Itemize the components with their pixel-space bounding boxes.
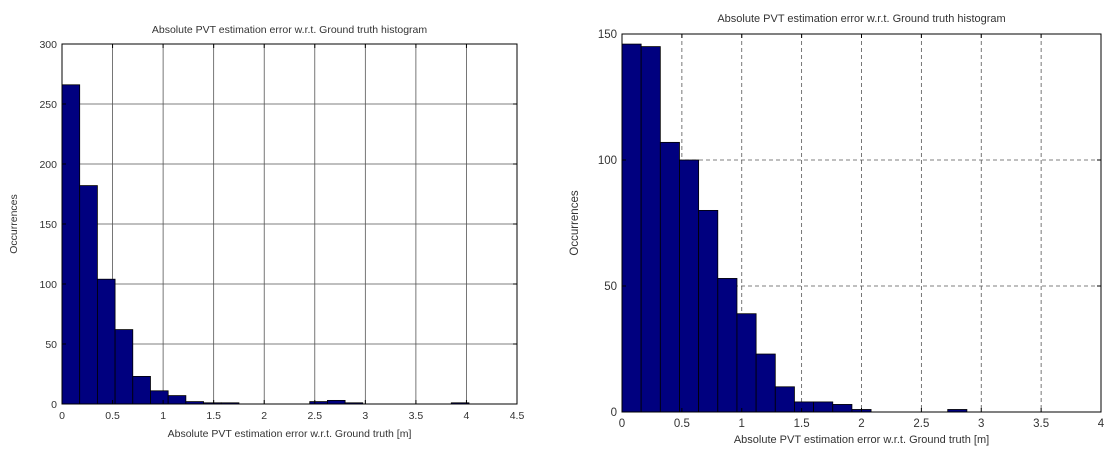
c0-y-tick-label-3: 150	[39, 219, 57, 231]
c0-histogram-bar-5	[150, 390, 169, 405]
c1-histogram-bar-0	[621, 43, 642, 413]
c0-x-tick-label-5: 2.5	[307, 410, 322, 422]
c1-y-tick-label-1: 50	[604, 281, 617, 293]
c1-histogram-bar-9	[794, 401, 815, 413]
c0-histogram-bar-11	[327, 399, 346, 405]
c1-x-tick-label-2: 1	[739, 418, 745, 430]
c1-histogram-bar-4	[698, 209, 719, 413]
c0-histogram-bar-1	[79, 185, 98, 405]
c0-y-tick-label-6: 300	[39, 39, 57, 51]
c1-y-tick-label-0: 0	[611, 407, 617, 419]
c0-histogram-bar-3	[114, 329, 134, 405]
c1-x-tick-label-7: 3.5	[1033, 418, 1049, 430]
c1-y-tick-label-2: 100	[598, 155, 617, 167]
c1-x-tick-label-8: 4	[1098, 418, 1105, 430]
c1-x-tick-label-5: 2.5	[913, 418, 929, 430]
c1-chart-title: Absolute PVT estimation error w.r.t. Gro…	[717, 13, 1005, 25]
c0-x-tick-label-7: 3.5	[409, 410, 424, 422]
c0-histogram-bar-6	[167, 395, 187, 405]
c1-histogram-bar-1	[640, 46, 661, 413]
c0-x-tick-label-6: 3	[362, 410, 368, 422]
c1-histogram-bar-2	[659, 141, 680, 413]
c1-x-axis-label: Absolute PVT estimation error w.r.t. Gro…	[734, 434, 989, 446]
c1-x-tick-label-1: 0.5	[674, 418, 690, 430]
c0-y-tick-label-1: 50	[45, 339, 57, 351]
c0-y-tick-label-4: 200	[39, 159, 57, 171]
histogram-panel-right: 0 0.5 1 1.5 2 2.5 3 3.5 4 0 50 100 150 Absolute PVT e…	[560, 0, 1109, 450]
c1-histogram-bar-6	[736, 313, 757, 413]
c0-histogram-bar-2	[96, 278, 116, 405]
c0-histogram-bar-4	[132, 375, 151, 405]
c1-x-tick-label-6: 3	[978, 418, 984, 430]
histogram-panel-left: 0 0.5 1 1.5 2 2.5 3 3.5 4 4.5 0 50 100 150 200 250 300 Ab…	[0, 0, 545, 450]
c0-y-tick-label-5: 250	[39, 99, 57, 111]
c0-y-tick-label-2: 100	[39, 279, 57, 291]
c1-histogram-bar-11	[832, 404, 853, 413]
c0-histogram-bar-0	[61, 84, 81, 405]
histogram-chart-right: 0 0.5 1 1.5 2 2.5 3 3.5 4 0 50 100 150 Absolute PVT e…	[569, 13, 1105, 446]
c0-x-tick-label-0: 0	[59, 410, 65, 422]
c1-x-tick-label-4: 2	[858, 418, 864, 430]
c0-chart-title: Absolute PVT estimation error w.r.t. Gro…	[152, 24, 428, 36]
c0-x-tick-label-9: 4.5	[510, 410, 525, 422]
c0-x-tick-label-4: 2	[261, 410, 267, 422]
histogram-chart-left: 0 0.5 1 1.5 2 2.5 3 3.5 4 4.5 0 50 100 150 200 250 300 Ab…	[8, 24, 525, 440]
c1-histogram-bar-3	[679, 159, 700, 413]
c0-y-axis-label: Occurrences	[8, 194, 20, 254]
c1-histogram-bar-10	[813, 401, 834, 413]
c1-y-tick-label-3: 150	[598, 29, 617, 41]
c0-x-tick-label-3: 1.5	[206, 410, 221, 422]
c0-x-tick-label-2: 1	[160, 410, 166, 422]
c0-x-tick-label-8: 4	[464, 410, 470, 422]
c1-x-tick-label-3: 1.5	[794, 418, 810, 430]
c1-y-axis-label: Occurrences	[569, 190, 581, 255]
c0-x-axis-label: Absolute PVT estimation error w.r.t. Gro…	[168, 428, 412, 440]
c1-histogram-bar-5	[717, 278, 738, 413]
c1-histogram-bar-8	[774, 386, 795, 413]
c0-y-tick-label-0: 0	[51, 399, 57, 411]
c0-x-tick-label-1: 0.5	[105, 410, 120, 422]
c1-histogram-bar-7	[755, 353, 776, 413]
c1-x-tick-label-0: 0	[619, 418, 625, 430]
